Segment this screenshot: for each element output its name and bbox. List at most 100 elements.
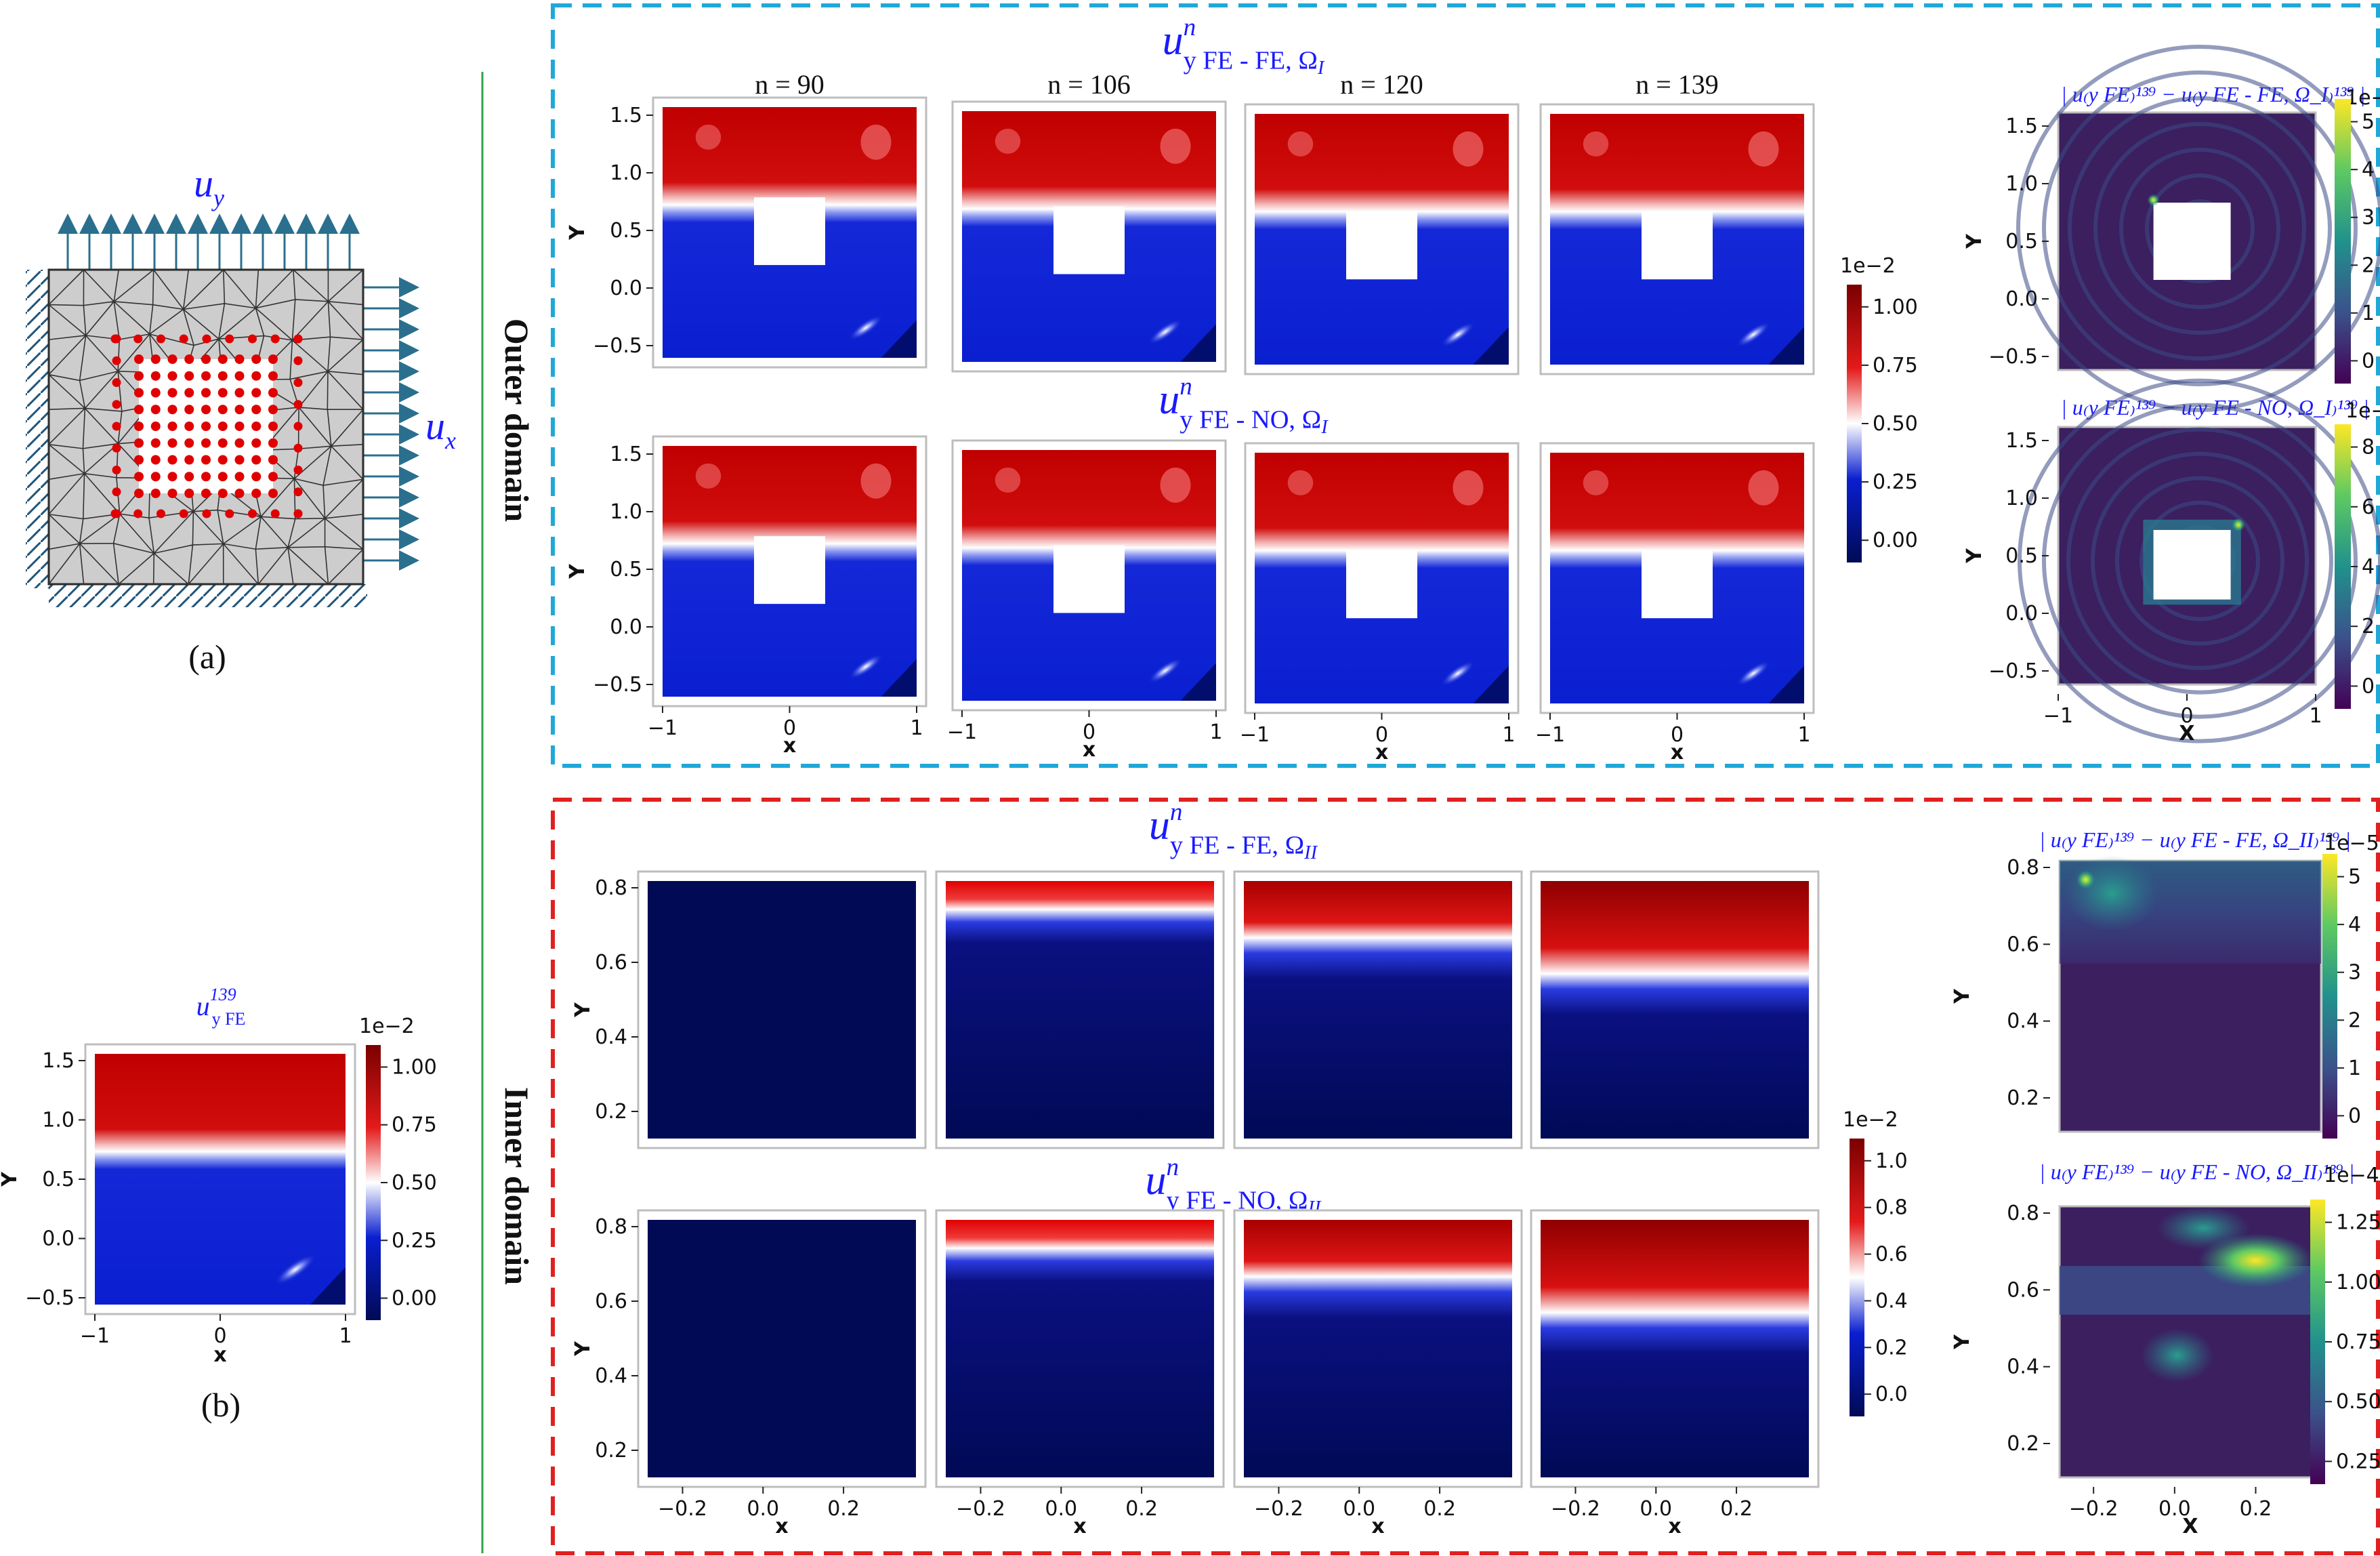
field-streak [1148,657,1183,684]
y-tick-label: 0.6 [2007,933,2039,956]
node-point [134,472,144,482]
node-point [201,405,211,415]
panel-b-title: u139 y FE [196,985,246,1029]
colorbar-tick-label: 3 [2348,961,2361,985]
node-point [156,334,165,344]
outer-domain-frame [551,3,2380,768]
field-highlight [695,463,722,489]
row-title: un y FE - NO, ΩII [1146,1153,1322,1219]
x-tick-label: 0.2 [1423,1497,1456,1521]
node-point [112,378,121,387]
node-point [251,472,262,482]
node-point [217,455,228,465]
node-point [217,354,228,364]
node-point [293,422,303,431]
node-point [184,472,194,482]
inner-domain-plots: un y FE - FE, ΩII un y FE - NO, ΩII −0.2 0.0 0… [571,798,2380,1538]
node-point [293,466,303,474]
inner-domain-frame [551,798,2380,1555]
top-load-arrows [58,213,360,270]
node-point [270,509,280,518]
field-streak [1736,321,1771,348]
node-point [217,472,228,482]
node-point [234,354,245,364]
node-point [167,388,178,398]
error-scale: 1e−5 [2345,86,2380,110]
y-tick-label: 0.5 [610,558,642,581]
x-axis-label: x [1668,1515,1681,1538]
node-point [270,334,280,344]
error-lobe [2156,1206,2251,1250]
node-point [134,405,144,415]
error-lobe [2064,855,2159,931]
node-point [112,356,121,365]
colorbar-tick-label: 0.75 [1873,354,1918,377]
node-point [293,378,303,387]
domain-hole [2153,203,2231,280]
colorbar [2322,854,2337,1139]
y-tick-label: 0.5 [610,219,642,243]
field-streak [848,314,883,341]
y-tick-label: 0.4 [2007,1355,2039,1379]
node-point [201,422,211,431]
x-axis-label: x [213,1343,226,1367]
node-point [179,509,188,518]
field-map [648,1220,916,1477]
field-streak [1440,660,1476,687]
domain-hole [1053,545,1125,613]
error-ring [2119,148,2280,309]
field-map [1541,1220,1809,1477]
error-hotspot [2076,870,2095,889]
error-scale: 1e−5 [2345,399,2380,423]
node-point [293,443,303,453]
field-streak [1148,319,1183,345]
bottom-fixed-support [49,584,367,607]
colorbar-tick-label: 1.00 [2336,1271,2380,1294]
colorbar-tick-label: 1.0 [1875,1149,1908,1173]
colorbar-tick-label: 1.00 [1873,295,1918,319]
colorbar-tick-label: 6 [2362,495,2375,519]
node-point [184,405,194,415]
domain-hole [1346,211,1417,280]
y-tick-label: 0.4 [2007,1010,2039,1033]
node-point [134,489,144,498]
y-tick-label: 0.8 [595,876,627,900]
colorbar-tick-label: 1 [2362,302,2375,325]
y-tick-label: 0.2 [595,1439,627,1462]
colorbar-tick-label: 0.2 [1875,1336,1908,1359]
colorbar [2335,99,2351,384]
y-tick-label: 1.5 [2005,429,2038,453]
node-point [251,354,262,364]
colorbar-scale: 1e−2 [1840,254,1896,278]
node-point [167,489,178,498]
y-tick-label: −0.5 [1988,345,2038,369]
colorbar-tick-label: 0.50 [392,1171,437,1195]
node-point [251,422,262,431]
right-load-arrows [363,277,419,571]
node-point [112,509,121,518]
x-axis-label: x [1375,741,1388,764]
field-streak [1736,660,1771,687]
x-tick-label: 0.2 [1720,1497,1753,1521]
node-point [112,466,121,474]
node-point [268,371,278,381]
colorbar [2335,424,2351,709]
colorbar [2310,1200,2325,1484]
node-point [217,371,228,381]
y-tick-label: 0.5 [2005,230,2038,253]
node-point [201,489,211,498]
x-tick-label: 0 [1671,723,1684,747]
node-point [150,489,161,498]
x-tick-label: 0 [213,1324,226,1348]
node-point [234,371,245,381]
colorbar-tick-label: 0 [2348,1104,2361,1128]
field-highlight [1453,131,1484,167]
field-highlight [1287,131,1314,157]
field-highlight [1583,131,1609,157]
colorbar-tick-label: 0 [2362,349,2375,373]
error-ring [2139,500,2260,621]
error-ring [2115,476,2284,646]
node-point [217,422,228,431]
node-point [150,354,161,364]
x-tick-label: 0.0 [1343,1497,1375,1521]
